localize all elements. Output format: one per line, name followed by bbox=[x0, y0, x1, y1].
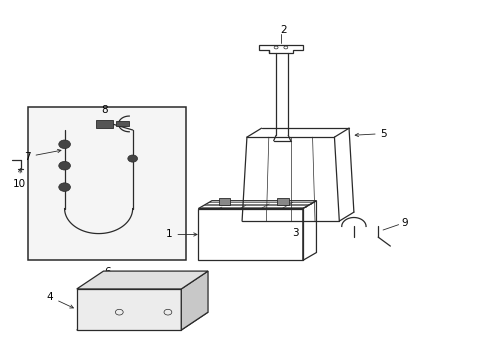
Text: 3: 3 bbox=[292, 228, 298, 238]
Bar bbox=[28, 107, 186, 260]
Bar bbox=[218, 198, 230, 204]
Text: 5: 5 bbox=[354, 129, 386, 139]
Polygon shape bbox=[77, 312, 207, 330]
Text: 8: 8 bbox=[101, 105, 107, 114]
Bar bbox=[277, 198, 288, 204]
Circle shape bbox=[59, 140, 70, 149]
Polygon shape bbox=[181, 271, 207, 330]
Circle shape bbox=[59, 161, 70, 170]
Text: 4: 4 bbox=[46, 292, 73, 308]
Text: 9: 9 bbox=[401, 218, 407, 228]
Text: 2: 2 bbox=[280, 25, 286, 35]
Circle shape bbox=[59, 183, 70, 192]
Circle shape bbox=[127, 155, 137, 162]
Bar bbox=[198, 208, 302, 260]
Text: 1: 1 bbox=[165, 229, 197, 239]
Bar bbox=[96, 120, 113, 128]
Polygon shape bbox=[77, 271, 207, 289]
Text: 7: 7 bbox=[24, 149, 61, 162]
Text: 10: 10 bbox=[13, 169, 26, 189]
Bar bbox=[116, 121, 129, 126]
Polygon shape bbox=[77, 289, 181, 330]
Text: 6: 6 bbox=[103, 267, 110, 277]
